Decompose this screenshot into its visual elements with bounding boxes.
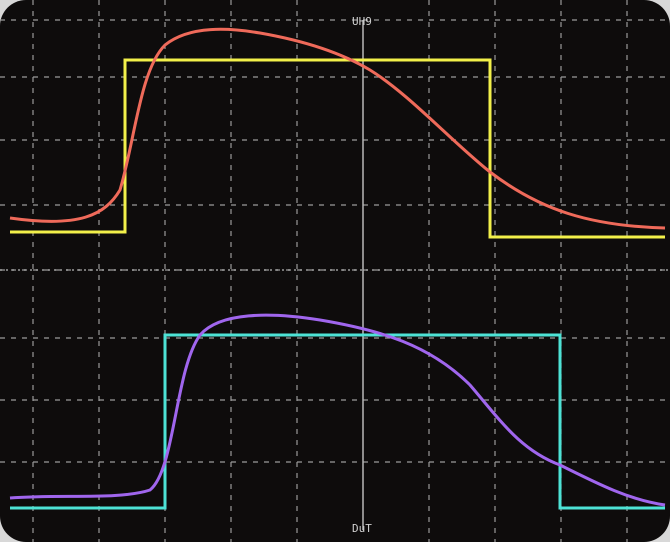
- screen-background: [0, 0, 670, 542]
- oscilloscope-screen: UH9 DuT: [0, 0, 670, 542]
- bottom-label: DuT: [352, 522, 372, 535]
- page: {"screen": {"top_label": "UH9", "bottom_…: [0, 0, 670, 542]
- top-label: UH9: [352, 15, 372, 28]
